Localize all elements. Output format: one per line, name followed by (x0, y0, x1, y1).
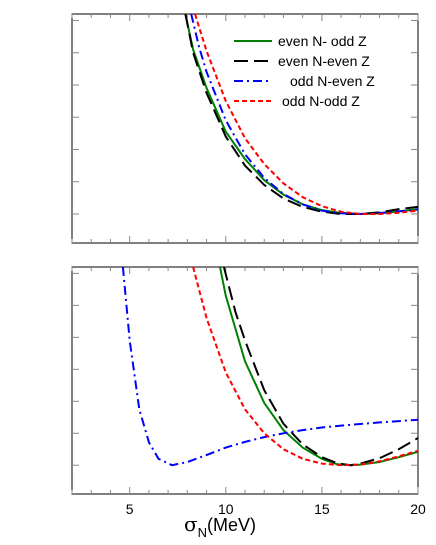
x-tick-label: 5 (126, 501, 134, 517)
top-series-group (184, 14, 418, 216)
legend-label: even N- odd Z (278, 33, 367, 49)
legend-label: odd N-odd Z (282, 93, 360, 109)
series-line-even-n-even-z (222, 267, 418, 467)
x-axis-title: σN(MeV) (184, 512, 256, 540)
legend: even N- odd Z even N-even Z odd N-even Z od… (234, 33, 375, 109)
legend-label: odd N-even Z (290, 73, 375, 89)
bottom-panel: 5 10 15 20 (71, 266, 426, 517)
series-line-odd-n-even-z (190, 14, 418, 216)
series-line-odd-n-even-z (121, 267, 418, 467)
top-ticks (71, 14, 419, 243)
x-axis-symbol: σ (184, 512, 198, 536)
x-axis-subscript: N (198, 525, 207, 540)
bottom-ticks (71, 267, 419, 494)
bottom-series-group (121, 267, 418, 467)
legend-label: even N-even Z (278, 53, 370, 69)
series-line-even-n-even-z (184, 14, 418, 215)
bottom-plot-frame (71, 266, 419, 495)
x-tick-label: 10 (218, 501, 234, 517)
x-tick-labels: 5 10 15 20 (126, 501, 426, 517)
x-axis-unit: (MeV) (207, 515, 256, 535)
x-tick-label: 15 (314, 501, 330, 517)
series-line-even-n-odd-z (219, 267, 418, 467)
top-panel: even N- odd Z even N-even Z odd N-even Z od… (71, 13, 419, 244)
series-line-odd-n-odd-z (194, 14, 418, 215)
series-line-odd-n-odd-z (192, 267, 418, 467)
x-tick-label: 20 (410, 501, 426, 517)
